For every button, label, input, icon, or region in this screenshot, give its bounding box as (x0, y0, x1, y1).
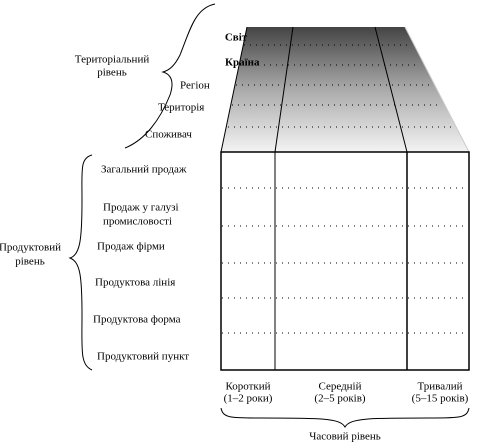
item-label: (1–2 роки) (224, 393, 273, 405)
level-label: Часовий рівень (309, 431, 381, 443)
item-label: Продаж фірми (97, 241, 165, 253)
dotted-lines (222, 44, 468, 334)
edge (374, 26, 408, 153)
item-label: Тривалий (418, 381, 463, 393)
item-label: Короткий (225, 381, 270, 393)
labels: Територіальний рівень Світ Країна Регіон… (0, 32, 469, 443)
item-label: Продуктова форма (93, 314, 181, 326)
item-label: Продаж у галузі (103, 202, 179, 214)
edge (404, 26, 470, 153)
item-label: Країна (225, 57, 260, 69)
item-label: (2–5 років) (314, 393, 366, 405)
item-label: Споживач (145, 129, 192, 141)
level-label: Продуктовий (0, 242, 61, 254)
level-label: рівень (97, 67, 126, 79)
item-label: Загальний продаж (101, 164, 187, 176)
cube (220, 26, 470, 371)
level-label: рівень (15, 256, 44, 268)
item-label: Світ (225, 32, 248, 44)
item-label: Середній (318, 381, 361, 393)
edge (220, 26, 248, 153)
front-face (220, 151, 470, 371)
edge (274, 26, 294, 153)
item-label: Продуктова лінія (95, 277, 175, 289)
brace (68, 154, 93, 371)
brace (220, 407, 470, 429)
top-face (221, 27, 469, 152)
item-label: Територія (158, 102, 204, 114)
item-label: промисловості (103, 216, 172, 228)
level-label: Територіальний (75, 54, 150, 66)
braces (68, 3, 470, 429)
item-label: Регіон (180, 80, 210, 92)
item-label: Продуктовий пункт (97, 351, 189, 363)
item-label: (5–15 років) (412, 393, 469, 405)
brace (124, 3, 216, 149)
